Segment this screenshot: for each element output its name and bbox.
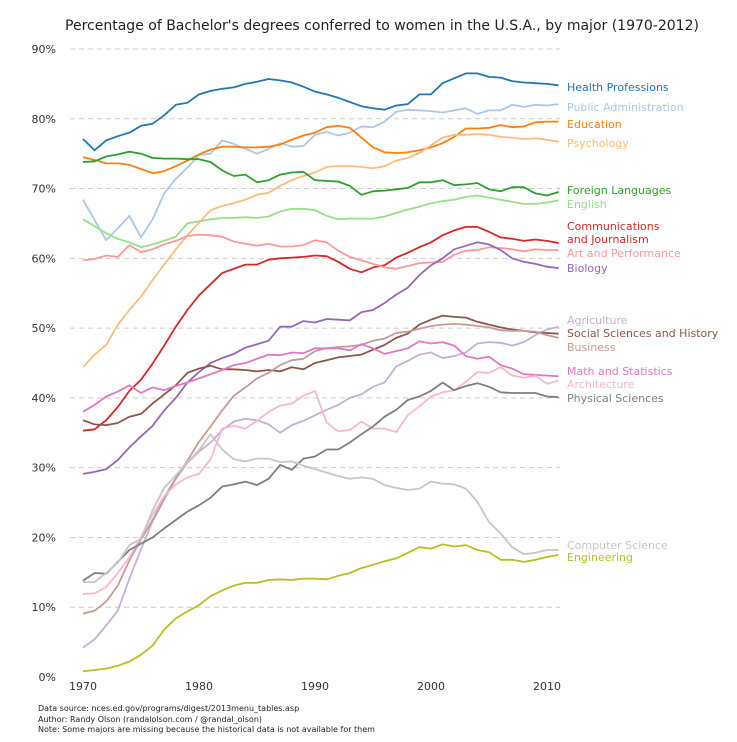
series-label-education: Education xyxy=(567,118,622,131)
series-label-public-administration: Public Administration xyxy=(567,101,684,114)
series-label-english: English xyxy=(567,198,607,211)
x-tick-label: 2010 xyxy=(533,680,561,693)
y-tick-label: 90% xyxy=(32,43,56,56)
series-label-business: Business xyxy=(567,341,616,354)
series-line-public-administration xyxy=(82,103,559,242)
series-labels: Health Professions Public Administration E… xyxy=(567,81,719,564)
y-tick-label: 80% xyxy=(32,113,56,126)
series-label-architecture: Architecture xyxy=(567,378,635,391)
series-line-psychology xyxy=(82,133,559,368)
series-line-business xyxy=(82,322,559,615)
y-tick-label: 30% xyxy=(32,462,56,475)
y-tick-label: 10% xyxy=(32,601,56,614)
series-line-architecture xyxy=(82,366,559,595)
series-line-art-and-performance xyxy=(82,233,559,270)
y-tick-label: 70% xyxy=(32,183,56,196)
data-source-note: Data source: nces.ed.gov/programs/digest… xyxy=(38,704,300,713)
series-label-psychology: Psychology xyxy=(567,137,629,150)
series-lines xyxy=(82,72,559,673)
series-line-health-professions xyxy=(82,72,559,152)
series-label-agriculture: Agriculture xyxy=(567,314,628,327)
series-line-engineering xyxy=(82,543,559,673)
series-line-computer-science xyxy=(83,433,559,583)
series-label-communications-and-journalism: Communications and Journalism xyxy=(567,220,660,246)
series-line-biology xyxy=(82,241,559,475)
series-line-math-and-statistics xyxy=(82,340,559,413)
series-line-foreign-languages xyxy=(82,150,559,197)
y-axis: 0% 10% 20% 30% 40% 50% 60% 70% 80% 90% xyxy=(32,43,56,684)
series-label-art-and-performance: Art and Performance xyxy=(567,247,681,260)
x-tick-label: 1970 xyxy=(69,680,97,693)
series-label-math-and-statistics: Math and Statistics xyxy=(567,365,673,378)
y-tick-label: 50% xyxy=(32,322,56,335)
series-line-english xyxy=(82,194,559,249)
x-tick-label: 2000 xyxy=(417,680,445,693)
y-tick-label: 40% xyxy=(32,392,56,405)
series-line-education xyxy=(82,120,559,175)
series-line-social-sciences-and-history xyxy=(82,314,559,427)
series-line-physical-sciences xyxy=(82,381,559,582)
series-label-health-professions: Health Professions xyxy=(567,81,669,94)
series-label-engineering: Engineering xyxy=(567,551,633,564)
series-label-social-sciences-and-history: Social Sciences and History xyxy=(567,327,719,340)
series-label-foreign-languages: Foreign Languages xyxy=(567,184,672,197)
chart-title: Percentage of Bachelor's degrees conferr… xyxy=(65,18,699,34)
author-note: Author: Randy Olson (randalolson.com / @… xyxy=(38,714,263,724)
y-tick-label: 0% xyxy=(39,671,56,684)
series-line-communications-and-journalism xyxy=(82,225,559,432)
series-label-physical-sciences: Physical Sciences xyxy=(567,392,664,405)
missing-data-note: Note: Some majors are missing because th… xyxy=(38,725,375,734)
series-label-computer-science: Computer Science xyxy=(567,539,668,552)
y-tick-label: 20% xyxy=(32,531,56,544)
series-label-biology: Biology xyxy=(567,262,608,275)
x-tick-label: 1990 xyxy=(301,680,329,693)
footer-notes: Data source: nces.ed.gov/programs/digest… xyxy=(38,704,375,736)
series-line-agriculture xyxy=(82,325,559,649)
y-tick-label: 60% xyxy=(32,252,56,265)
x-tick-label: 1980 xyxy=(185,680,213,693)
x-axis: 1970 1980 1990 2000 2010 xyxy=(69,680,561,693)
